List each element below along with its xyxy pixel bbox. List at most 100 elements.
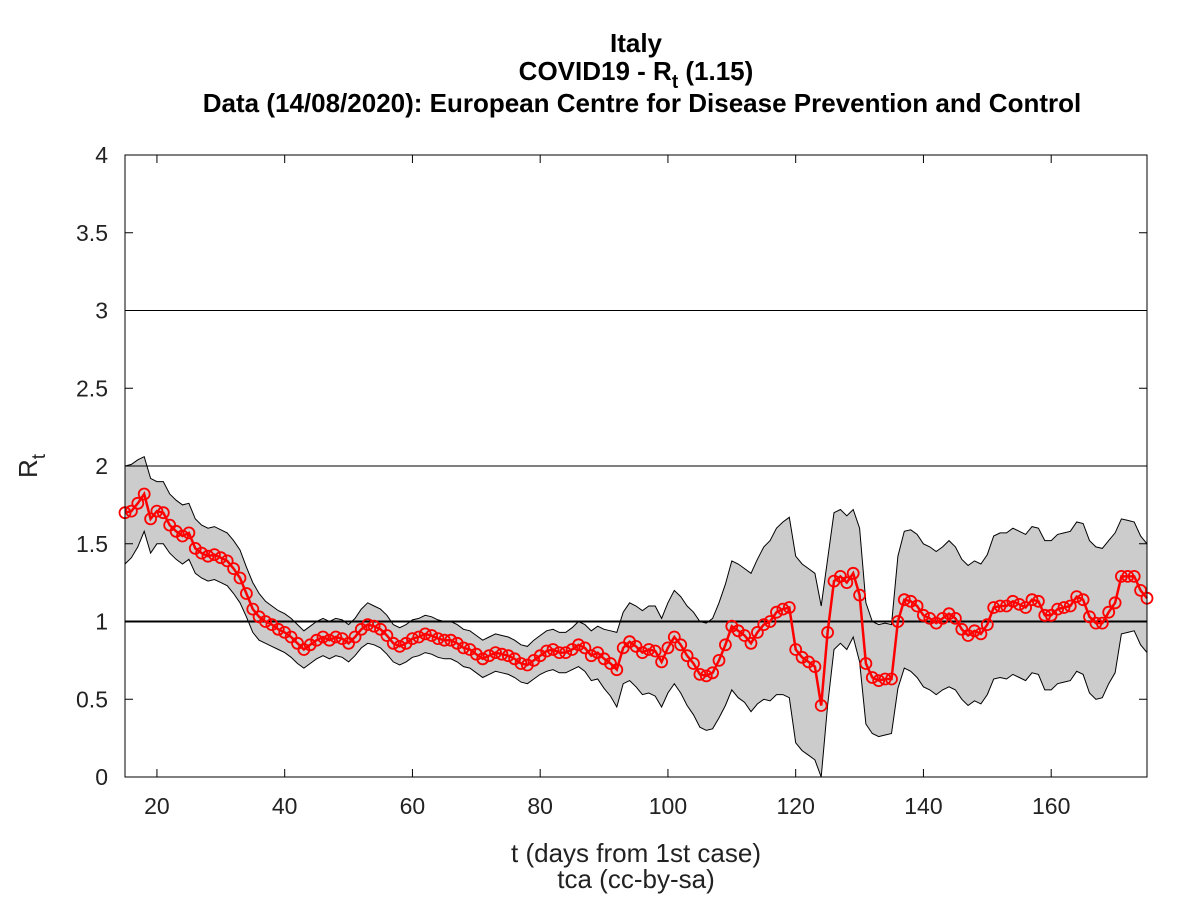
data-point xyxy=(738,629,751,642)
y-tick-label: 2.5 xyxy=(76,375,108,401)
data-point xyxy=(348,630,362,644)
data-point xyxy=(514,657,528,670)
data-point xyxy=(1127,570,1141,583)
x-tick-label: 80 xyxy=(527,793,553,819)
data-point xyxy=(239,587,253,600)
data-point xyxy=(1019,601,1032,614)
data-point xyxy=(980,618,994,631)
data-point xyxy=(687,657,700,670)
data-point xyxy=(559,646,573,659)
data-point xyxy=(144,512,158,526)
data-point xyxy=(476,652,490,666)
data-point xyxy=(457,641,470,655)
data-point xyxy=(584,649,598,663)
data-point xyxy=(367,619,381,633)
x-tick-label: 140 xyxy=(904,793,942,819)
data-point xyxy=(425,629,439,642)
data-point xyxy=(182,526,196,540)
data-point xyxy=(150,504,164,518)
data-point xyxy=(131,496,145,510)
data-point xyxy=(853,588,866,602)
y-axis-label-subscript: t xyxy=(29,453,50,459)
data-point xyxy=(744,636,758,650)
chart-title-country: Italy xyxy=(610,28,663,58)
data-point xyxy=(878,672,892,686)
data-point xyxy=(552,646,566,659)
data-point xyxy=(572,638,585,652)
data-point xyxy=(897,593,911,607)
data-point xyxy=(987,601,1001,614)
data-point xyxy=(393,640,407,653)
data-point xyxy=(329,630,343,644)
data-point xyxy=(1032,594,1045,608)
data-point xyxy=(680,649,694,663)
x-axis-label: t (days from 1st case) xyxy=(511,838,761,868)
confidence-band-layer xyxy=(124,455,1148,778)
plot-area: 20 40 60 80 100 120 140 160 0 0.5 1 1.5 2 2.5 3 3.5 4 xyxy=(76,142,1154,819)
data-point xyxy=(917,608,930,622)
data-point xyxy=(789,643,803,656)
data-point xyxy=(808,660,822,673)
data-point xyxy=(968,624,981,638)
x-tick-label: 120 xyxy=(777,793,815,819)
data-point xyxy=(770,605,783,619)
data-point xyxy=(693,668,707,681)
data-point xyxy=(782,601,796,614)
data-point xyxy=(872,674,886,687)
credit-label: tca (cc-by-sa) xyxy=(557,864,714,894)
data-point xyxy=(1012,598,1026,611)
data-point xyxy=(1038,608,1052,622)
data-point xyxy=(891,615,905,628)
data-point xyxy=(316,630,330,644)
chart-title-source: Data (14/08/2020): European Centre for D… xyxy=(203,88,1081,118)
data-point xyxy=(1102,605,1116,619)
x-tick-label: 60 xyxy=(400,793,426,819)
series-layer xyxy=(118,487,1154,712)
title-metric-tail: (1.15) xyxy=(678,56,753,86)
data-point xyxy=(418,627,432,641)
chart-title-metric: COVID19 - Rt (1.15) xyxy=(519,56,754,93)
data-point xyxy=(271,622,285,636)
y-axis-label-main: R xyxy=(13,459,43,478)
data-point xyxy=(859,657,873,670)
data-point xyxy=(661,641,675,655)
data-point xyxy=(974,627,988,641)
data-point xyxy=(949,612,962,625)
data-point xyxy=(993,599,1007,613)
y-tick-label: 1 xyxy=(95,609,108,635)
data-point xyxy=(821,626,834,639)
data-point xyxy=(540,644,553,658)
y-axis-label: Rt xyxy=(13,453,50,478)
data-point xyxy=(233,571,247,585)
data-point xyxy=(674,638,688,652)
data-point xyxy=(310,633,324,647)
y-tick-label: 0 xyxy=(95,764,108,790)
data-point xyxy=(176,529,189,543)
data-point xyxy=(699,669,713,683)
data-point xyxy=(578,641,592,655)
x-tick-label: 20 xyxy=(144,793,170,819)
data-point xyxy=(444,633,458,647)
data-point xyxy=(757,618,771,631)
data-point xyxy=(655,655,668,669)
data-point xyxy=(1025,593,1039,607)
title-metric-subscript: t xyxy=(672,72,679,93)
data-point xyxy=(437,633,451,647)
y-tick-label: 3 xyxy=(95,298,108,324)
data-point xyxy=(380,629,394,642)
data-point xyxy=(1115,570,1128,583)
data-point xyxy=(501,649,515,663)
confidence-band xyxy=(124,455,1148,778)
y-tick-label: 4 xyxy=(95,142,108,168)
data-point xyxy=(840,576,854,589)
data-point xyxy=(201,549,215,563)
data-point xyxy=(865,671,879,684)
y-tick-label: 1.5 xyxy=(76,531,108,557)
data-point xyxy=(1057,601,1071,614)
data-point xyxy=(1108,596,1122,610)
data-point xyxy=(1134,584,1147,597)
y-tick-label: 3.5 xyxy=(76,220,108,246)
data-point xyxy=(137,487,151,501)
data-point xyxy=(1076,593,1090,607)
